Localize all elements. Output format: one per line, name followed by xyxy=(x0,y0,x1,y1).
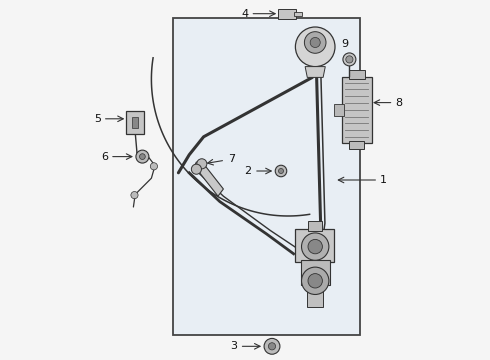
Circle shape xyxy=(136,150,149,163)
Text: 8: 8 xyxy=(395,98,402,108)
Text: 2: 2 xyxy=(245,166,251,176)
Circle shape xyxy=(310,37,320,48)
Circle shape xyxy=(150,163,157,170)
Circle shape xyxy=(264,338,280,354)
FancyBboxPatch shape xyxy=(295,229,334,262)
Circle shape xyxy=(301,233,329,260)
FancyBboxPatch shape xyxy=(278,9,296,19)
Text: 3: 3 xyxy=(230,341,237,351)
FancyBboxPatch shape xyxy=(335,104,344,116)
Circle shape xyxy=(197,159,207,169)
Text: 9: 9 xyxy=(342,39,349,49)
Circle shape xyxy=(278,168,284,174)
Text: 6: 6 xyxy=(101,152,108,162)
Text: 1: 1 xyxy=(380,175,387,185)
Circle shape xyxy=(140,154,145,159)
Circle shape xyxy=(343,53,356,66)
Circle shape xyxy=(308,274,322,288)
Circle shape xyxy=(192,164,201,174)
Bar xyxy=(173,18,360,335)
FancyBboxPatch shape xyxy=(307,291,323,307)
Text: 4: 4 xyxy=(242,9,248,19)
FancyBboxPatch shape xyxy=(349,140,364,149)
Circle shape xyxy=(131,192,138,199)
FancyBboxPatch shape xyxy=(301,260,330,285)
FancyBboxPatch shape xyxy=(308,221,322,231)
Text: 7: 7 xyxy=(228,154,235,165)
Polygon shape xyxy=(305,67,325,77)
FancyBboxPatch shape xyxy=(349,71,365,79)
Bar xyxy=(132,117,139,128)
Circle shape xyxy=(304,32,326,53)
Circle shape xyxy=(275,165,287,177)
Circle shape xyxy=(308,239,322,254)
FancyBboxPatch shape xyxy=(342,77,371,143)
Circle shape xyxy=(295,27,335,67)
FancyBboxPatch shape xyxy=(126,111,144,134)
Circle shape xyxy=(301,267,329,294)
Text: 5: 5 xyxy=(94,114,101,124)
Circle shape xyxy=(269,343,275,350)
FancyBboxPatch shape xyxy=(294,12,301,16)
Circle shape xyxy=(346,56,353,63)
Polygon shape xyxy=(193,162,223,196)
